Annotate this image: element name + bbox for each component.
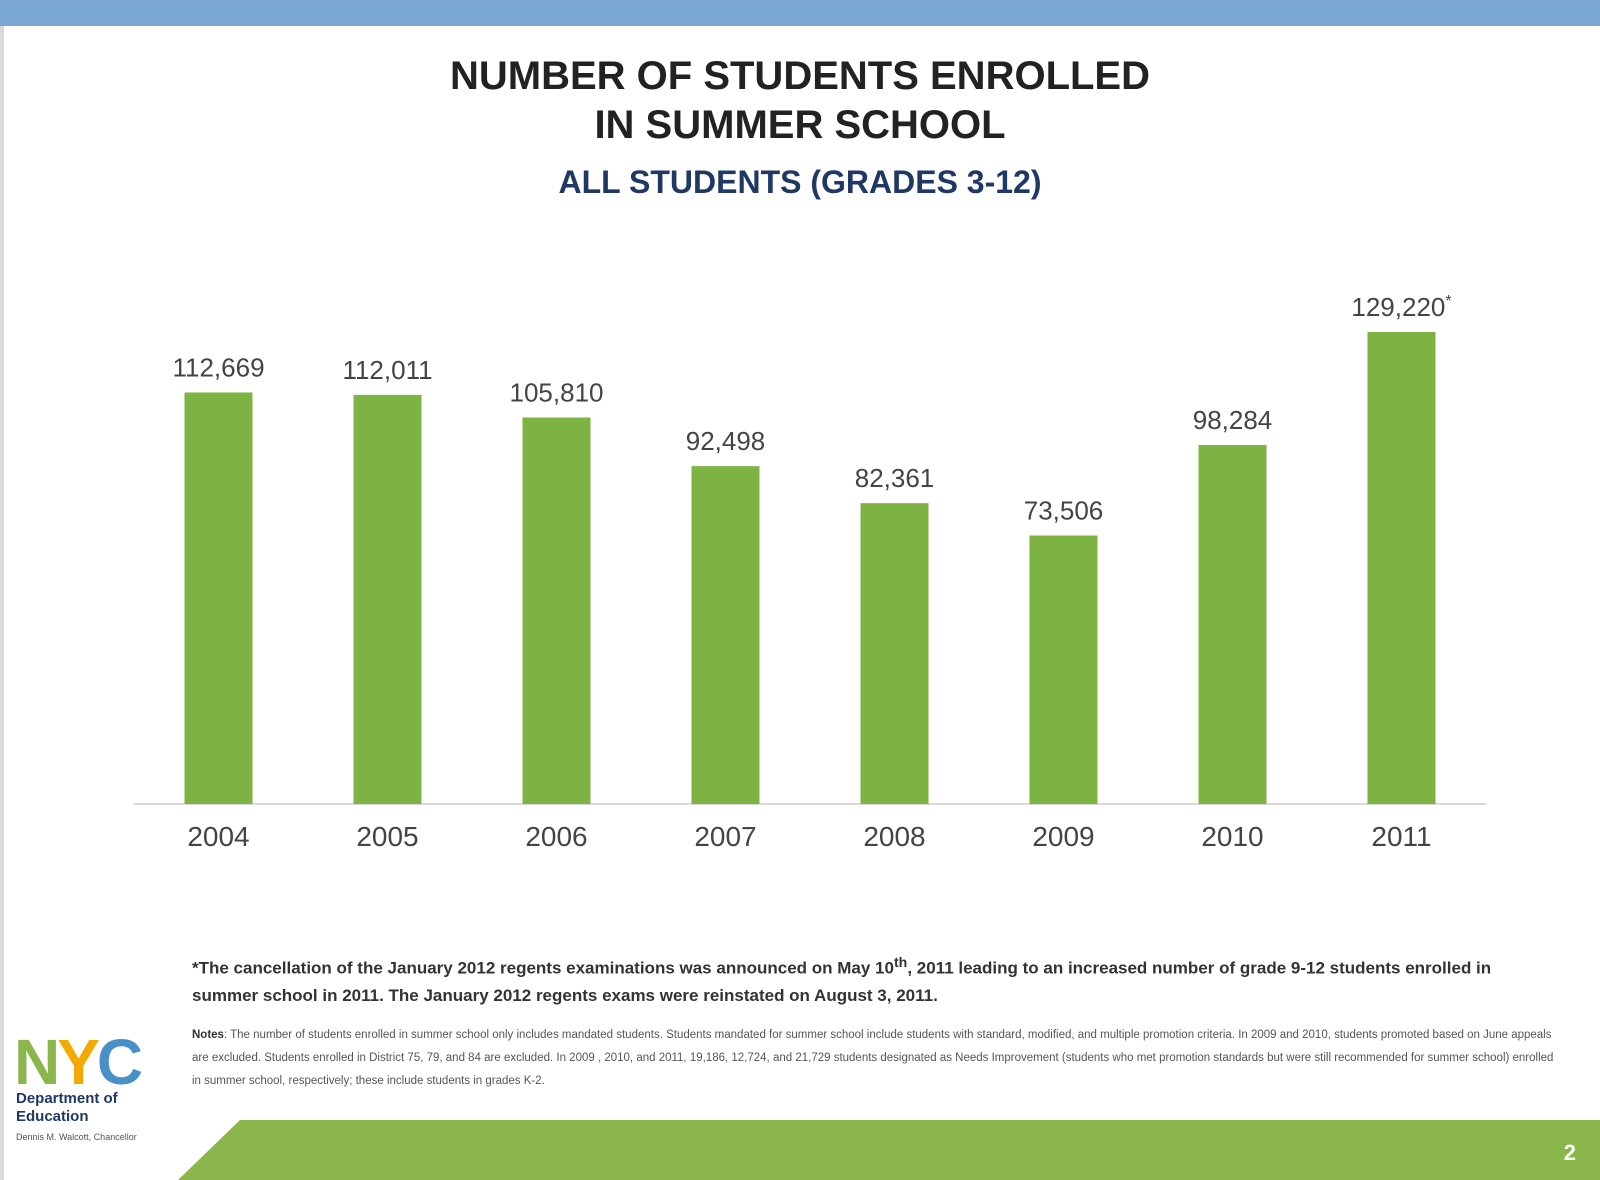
data-label-2004: 112,669 xyxy=(172,352,264,382)
data-label-2005: 112,011 xyxy=(342,355,432,385)
bar-2006 xyxy=(522,417,591,804)
logo-chancellor-line: Dennis M. Walcott, Chancellor xyxy=(16,1132,137,1142)
logo-letter-c: C xyxy=(97,1032,142,1090)
x-tick-label-2010: 2010 xyxy=(1201,821,1263,852)
notes-text: : The number of students enrolled in sum… xyxy=(192,1029,1554,1087)
notes: Notes: The number of students enrolled i… xyxy=(192,1024,1562,1093)
data-label-2009: 73,506 xyxy=(1024,496,1104,526)
x-tick-label-2006: 2006 xyxy=(525,821,587,852)
data-label-2007: 92,498 xyxy=(686,426,766,456)
footnote-text-2: , 2011 leading to an increased number of… xyxy=(192,958,1492,1005)
x-tick-label-2011: 2011 xyxy=(1371,821,1431,852)
chart-title-line-1: NUMBER OF STUDENTS ENROLLED xyxy=(450,54,1150,98)
logo-department-line: Department of xyxy=(16,1090,118,1107)
footnote: *The cancellation of the January 2012 re… xyxy=(192,950,1562,1009)
bar-2009 xyxy=(1029,535,1098,804)
nyc-doe-logo: NYC Department of Education Dennis M. Wa… xyxy=(14,1032,184,1180)
bar-2011 xyxy=(1367,332,1436,804)
data-label-2010: 98,284 xyxy=(1193,405,1273,435)
bar-2004 xyxy=(184,392,253,804)
logo-education-line: Education xyxy=(16,1108,89,1125)
notes-label: Notes xyxy=(192,1029,224,1041)
data-label-2008: 82,361 xyxy=(855,463,935,493)
bar-2008 xyxy=(860,503,929,804)
logo-letter-y: Y xyxy=(57,1032,99,1090)
left-border xyxy=(0,26,4,1180)
svg-text:NYC: NYC xyxy=(14,1032,142,1090)
nyc-logo-mark: NYC xyxy=(14,1032,184,1090)
x-tick-label-2008: 2008 xyxy=(863,821,925,852)
chart-title-line-2: IN SUMMER SCHOOL xyxy=(594,103,1006,147)
x-tick-label-2007: 2007 xyxy=(694,821,756,852)
bar-2010 xyxy=(1198,444,1267,804)
data-label-2011: 129,220* xyxy=(1351,292,1451,322)
x-tick-label-2004: 2004 xyxy=(187,821,249,852)
bar-2007 xyxy=(691,466,760,804)
chart-subtitle: ALL STUDENTS (GRADES 3-12) xyxy=(558,164,1042,200)
bar-2005 xyxy=(353,394,422,804)
chart-title: NUMBER OF STUDENTS ENROLLED IN SUMMER SC… xyxy=(0,52,1600,150)
data-label-marker-2011: * xyxy=(1445,293,1451,310)
page-number: 2 xyxy=(1563,1140,1576,1165)
logo-letter-n: N xyxy=(14,1032,57,1090)
x-tick-label-2009: 2009 xyxy=(1032,821,1094,852)
x-tick-label-2005: 2005 xyxy=(356,821,418,852)
bottom-accent-band xyxy=(178,1120,1600,1180)
footnote-superscript: th xyxy=(893,955,908,971)
data-label-2006: 105,810 xyxy=(510,378,604,408)
footnote-text-1: *The cancellation of the January 2012 re… xyxy=(192,958,894,978)
bar-chart: 112,669 2004 112,011 2005 105,810 2006 92,498 2… xyxy=(134,292,1486,852)
top-accent-band xyxy=(0,0,1600,26)
